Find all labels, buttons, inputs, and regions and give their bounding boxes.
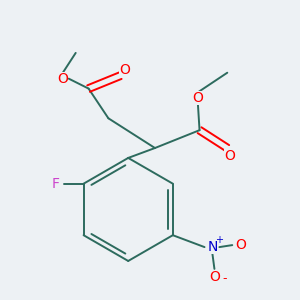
Text: F: F — [52, 177, 60, 191]
Text: N: N — [207, 240, 218, 254]
Text: +: + — [215, 235, 223, 245]
Text: -: - — [222, 272, 226, 285]
Text: O: O — [235, 238, 246, 252]
Text: O: O — [192, 92, 203, 106]
Text: O: O — [209, 270, 220, 284]
Text: O: O — [119, 63, 130, 77]
Text: O: O — [224, 149, 235, 163]
Text: O: O — [57, 72, 68, 86]
